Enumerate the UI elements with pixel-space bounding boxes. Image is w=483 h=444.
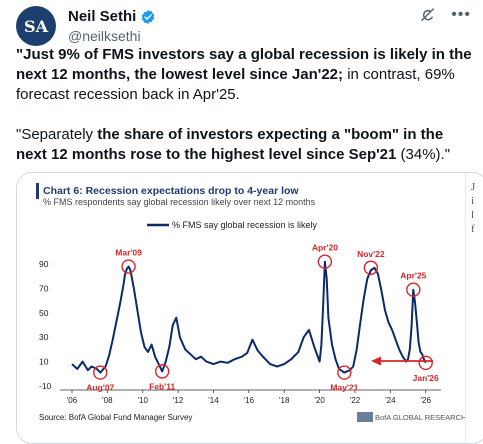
x-tick-label: '08: [102, 396, 113, 405]
chart-brand: BofA GLOBAL RESEARCH: [375, 413, 465, 422]
tweet-text: "Just 9% of FMS investors say a global r…: [16, 45, 478, 165]
y-tick-label: 70: [39, 283, 49, 293]
x-axis: '06 '08 '10 '12 '14 '16 '18 '20 '22 '24 '26: [60, 389, 441, 405]
header-actions: •••: [419, 6, 471, 24]
x-tick-label: '10: [138, 396, 149, 405]
tweet-text-segment: in contrast, 69% forecast recession back…: [16, 66, 455, 103]
tweet-text-segment: (34%).": [396, 146, 451, 163]
x-tick-label: '12: [173, 396, 184, 405]
author-handle[interactable]: @neilksethi: [68, 28, 141, 44]
preview-text: J: [471, 181, 476, 193]
annotation-circle: [93, 365, 108, 380]
preview-text: f: [471, 223, 475, 235]
x-tick-label: '20: [314, 396, 325, 405]
tweet-paragraph-1: "Just 9% of FMS investors say a global r…: [16, 45, 478, 105]
y-tick-label: 50: [39, 308, 49, 318]
x-tick-label: '26: [420, 396, 431, 405]
tweet-text-segment: "Separately: [16, 126, 98, 143]
annotation-circle: [406, 282, 421, 297]
author-row: Neil Sethi: [68, 8, 156, 25]
media-card[interactable]: Chart 6: Recession expectations drop to …: [16, 172, 483, 444]
annotation-label: Feb'11: [149, 381, 175, 391]
verified-badge-icon: [142, 9, 155, 24]
brand-logo-box: [357, 412, 373, 422]
annotation-label: Apr'25: [400, 271, 426, 281]
tweet-header: SA Neil Sethi @neilksethi •••: [16, 4, 471, 52]
annotations: Aug'07 Mar'09 Feb'11 Apr'20 May'21 Nov'22 Apr'…: [86, 243, 439, 393]
annotation-label: Aug'07: [86, 383, 114, 393]
annotation-circle: [154, 364, 170, 379]
annotation-circle: [363, 260, 379, 275]
tweet-paragraph-2: "Separately the share of investors expec…: [16, 125, 478, 165]
author-name[interactable]: Neil Sethi: [68, 8, 137, 25]
y-tick-label: -10: [39, 381, 52, 391]
y-tick-label: 30: [39, 332, 49, 342]
tweet-bold-text: "Just 9% of FMS investors say a global r…: [16, 46, 472, 83]
trend-arrow-head: [371, 356, 381, 366]
chart-image: Chart 6: Recession expectations drop to …: [17, 173, 466, 443]
title-accent-bar: [36, 183, 39, 199]
y-tick-label: 10: [39, 357, 49, 367]
avatar[interactable]: SA: [16, 6, 56, 46]
legend-label: % FMS say global recession is likely: [172, 220, 318, 230]
x-tick-label: '06: [67, 396, 78, 405]
annotation-circle: [418, 355, 433, 371]
x-tick-label: '22: [350, 396, 361, 405]
annotation-label: May'21: [330, 383, 358, 393]
annotation-label: Apr'20: [312, 243, 338, 253]
annotation-label: Mar'09: [115, 248, 142, 258]
annotation-circle: [337, 365, 352, 380]
more-icon[interactable]: •••: [451, 6, 471, 23]
tweet-bold-text: the share of investors expecting a "boom…: [16, 126, 444, 163]
annotation-circle: [317, 254, 333, 269]
preview-text: i: [471, 195, 475, 207]
y-axis: 90 70 50 30 10 -10: [39, 259, 52, 391]
grok-icon[interactable]: [419, 6, 437, 24]
preview-text: l: [471, 209, 475, 221]
annotation-label: Jan'26: [413, 373, 439, 383]
annotation-circle: [121, 259, 136, 274]
x-tick-label: '16: [244, 396, 255, 405]
chart-subtitle: % FMS respondents say global recession l…: [43, 197, 316, 207]
chart-title: Chart 6: Recession expectations drop to …: [43, 185, 299, 197]
x-tick-label: '18: [279, 396, 290, 405]
next-image-preview[interactable]: J i l f: [465, 173, 483, 443]
y-tick-label: 90: [39, 259, 49, 269]
x-tick-label: '24: [385, 396, 396, 405]
annotation-label: Nov'22: [357, 249, 385, 259]
x-tick-label: '14: [208, 396, 219, 405]
chart-source: Source: BofA Global Fund Manager Survey: [39, 413, 192, 422]
recession-chart: Chart 6: Recession expectations drop to …: [36, 183, 466, 422]
series-line: [71, 260, 427, 374]
